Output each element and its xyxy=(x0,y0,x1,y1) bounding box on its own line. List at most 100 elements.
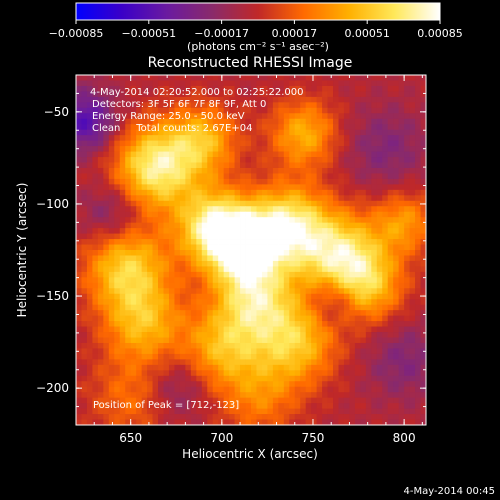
heatmap-cell xyxy=(371,107,378,114)
heatmap-cell xyxy=(289,140,296,147)
heatmap-cell xyxy=(114,118,121,125)
heatmap-cell xyxy=(245,118,252,125)
heatmap-cell xyxy=(201,332,208,338)
heatmap-cell xyxy=(322,75,328,81)
heatmap-cell xyxy=(179,151,186,158)
heatmap-cell xyxy=(136,364,143,371)
heatmap-cell xyxy=(76,277,82,284)
heatmap-cell xyxy=(240,375,246,382)
heatmap-cell xyxy=(278,304,285,311)
heatmap-cell xyxy=(240,353,246,360)
heatmap-cell xyxy=(119,195,126,202)
heatmap-cell xyxy=(278,200,285,207)
heatmap-cell xyxy=(229,200,235,207)
heatmap-cell xyxy=(365,299,372,306)
heatmap-cell xyxy=(289,146,296,152)
heatmap-cell xyxy=(376,381,383,388)
heatmap-cell xyxy=(349,342,356,349)
heatmap-cell xyxy=(125,337,132,344)
heatmap-cell xyxy=(415,107,421,114)
heatmap-cell xyxy=(218,140,225,147)
heatmap-cell xyxy=(103,271,110,278)
heatmap-cell xyxy=(251,184,257,191)
heatmap-cell xyxy=(240,321,246,327)
heatmap-cell xyxy=(316,348,323,355)
heatmap-cell xyxy=(305,75,312,81)
heatmap-cell xyxy=(327,386,334,393)
heatmap-cell xyxy=(103,80,110,87)
heatmap-cell xyxy=(103,228,110,234)
heatmap-cell xyxy=(349,392,356,399)
heatmap-cell xyxy=(294,189,301,196)
heatmap-cell xyxy=(234,157,241,163)
heatmap-cell xyxy=(338,364,345,371)
heatmap-cell xyxy=(201,266,208,273)
heatmap-cell xyxy=(152,353,159,360)
heatmap-cell xyxy=(316,304,323,311)
heatmap-cell xyxy=(409,332,416,338)
heatmap-cell xyxy=(229,129,235,136)
heatmap-cell xyxy=(398,342,405,349)
heatmap-cell xyxy=(196,146,203,152)
heatmap-cell xyxy=(141,107,148,114)
heatmap-cell xyxy=(81,342,88,349)
heatmap-cell xyxy=(125,151,132,158)
heatmap-cell xyxy=(130,195,137,202)
heatmap-cell xyxy=(125,419,132,426)
heatmap-cell xyxy=(333,107,339,114)
heatmap-cell xyxy=(147,353,153,360)
chart-title: Reconstructed RHESSI Image xyxy=(148,55,353,71)
heatmap-cell xyxy=(409,75,416,81)
heatmap-cell xyxy=(130,403,137,409)
heatmap-cell xyxy=(103,244,110,251)
heatmap-cell xyxy=(327,337,334,344)
heatmap-cell xyxy=(333,288,339,295)
heatmap-cell xyxy=(190,277,197,284)
heatmap-cell xyxy=(415,228,421,234)
heatmap-cell xyxy=(261,107,268,114)
heatmap-cell xyxy=(409,146,416,152)
heatmap-cell xyxy=(393,124,400,131)
heatmap-cell xyxy=(272,140,279,147)
heatmap-cell xyxy=(240,80,246,87)
heatmap-cell xyxy=(393,315,400,322)
heatmap-cell xyxy=(354,75,361,81)
heatmap-cell xyxy=(185,146,192,152)
heatmap-cell xyxy=(108,173,115,180)
heatmap-cell xyxy=(201,233,208,240)
heatmap-cell xyxy=(333,195,339,202)
heatmap-cell xyxy=(387,386,394,393)
heatmap-cell xyxy=(300,364,307,371)
heatmap-cell xyxy=(240,359,246,366)
heatmap-cell xyxy=(174,403,181,409)
heatmap-cell xyxy=(316,397,323,404)
heatmap-cell xyxy=(152,244,159,251)
heatmap-cell xyxy=(322,217,328,224)
heatmap-cell xyxy=(283,250,290,256)
heatmap-cell xyxy=(349,157,356,163)
heatmap-cell xyxy=(81,135,88,142)
heatmap-cell xyxy=(185,353,192,360)
heatmap-cell xyxy=(349,239,356,245)
heatmap-cell xyxy=(283,392,290,399)
heatmap-cell xyxy=(141,321,148,327)
heatmap-cell xyxy=(409,370,416,377)
heatmap-cell xyxy=(256,200,263,207)
heatmap-cell xyxy=(354,408,361,415)
colorbar-tick-label: −0.00085 xyxy=(49,27,104,40)
heatmap-cell xyxy=(76,118,82,125)
heatmap-cell xyxy=(256,140,263,147)
heatmap-cell xyxy=(354,233,361,240)
heatmap-cell xyxy=(289,75,296,81)
heatmap-cell xyxy=(415,167,421,174)
heatmap-cell xyxy=(267,250,274,256)
heatmap-cell xyxy=(207,408,214,415)
heatmap-cell xyxy=(354,337,361,344)
heatmap-cell xyxy=(300,386,307,393)
heatmap-cell xyxy=(327,342,334,349)
heatmap-cell xyxy=(420,228,427,234)
heatmap-cell xyxy=(168,233,175,240)
heatmap-cell xyxy=(179,173,186,180)
heatmap-cell xyxy=(114,381,121,388)
heatmap-cell xyxy=(125,102,132,109)
